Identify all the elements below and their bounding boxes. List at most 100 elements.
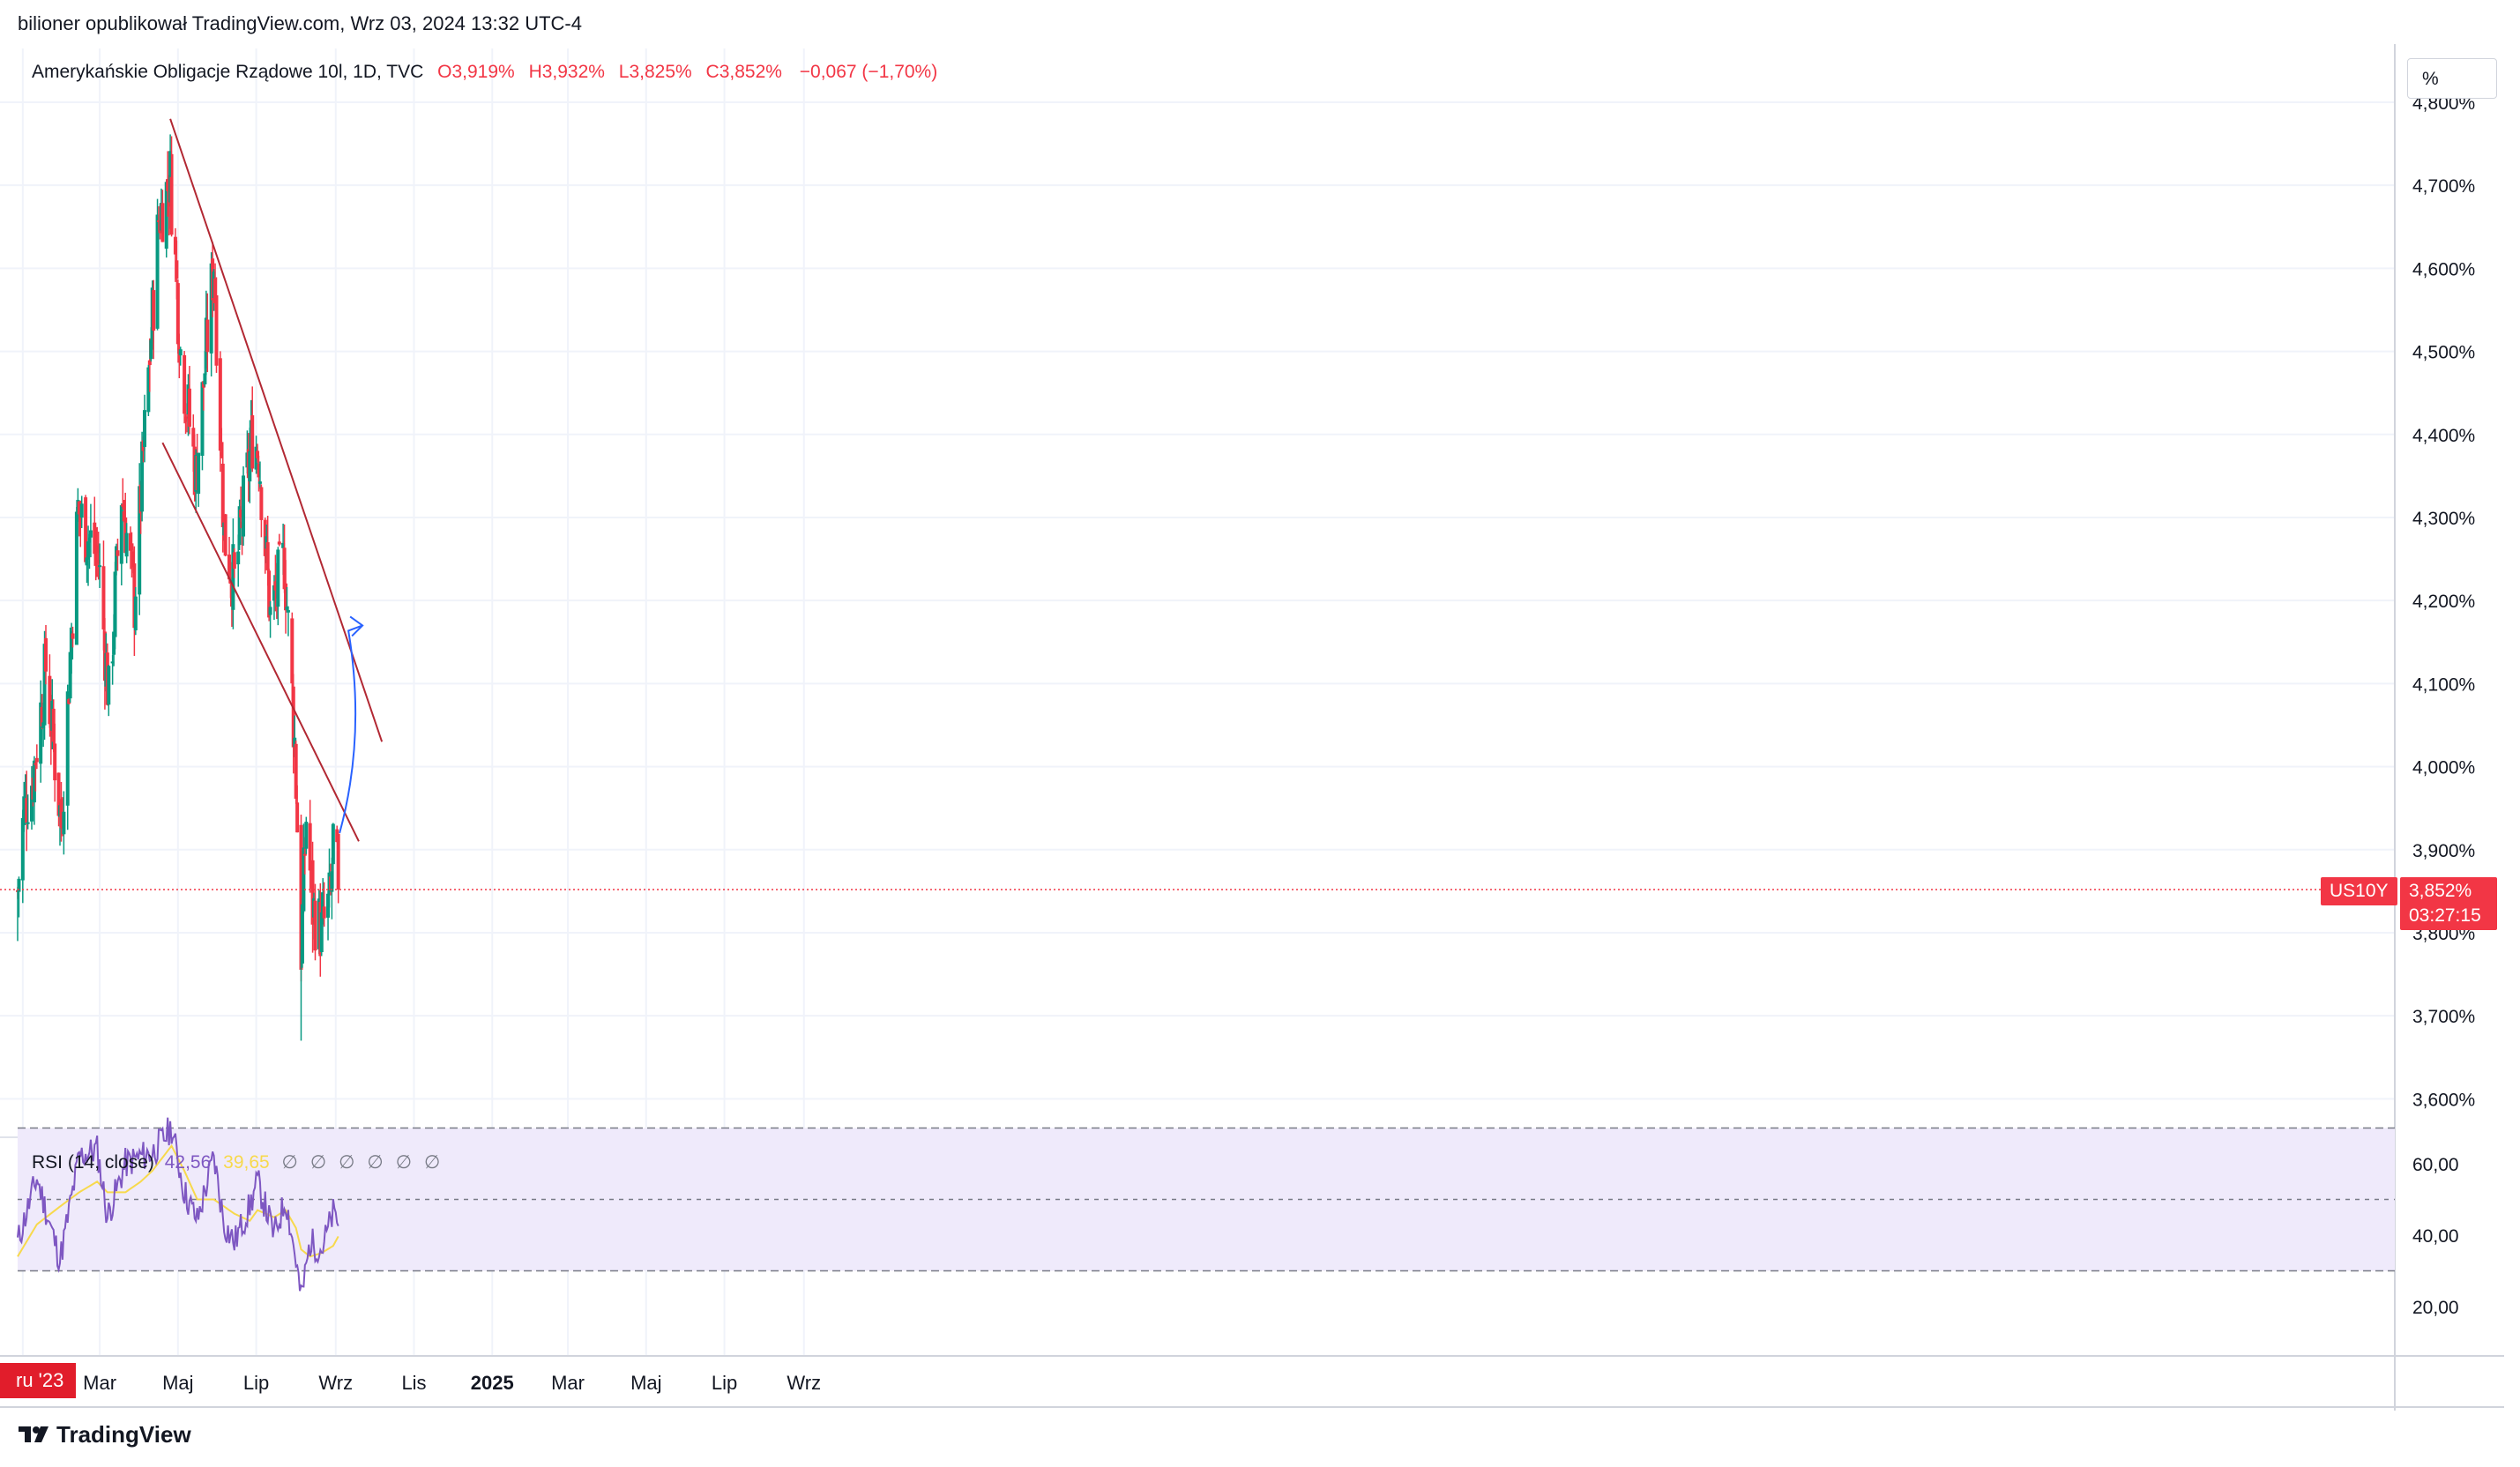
- candle: [295, 785, 300, 833]
- candle-body: [276, 549, 280, 607]
- candle: [277, 533, 281, 547]
- candle: [276, 547, 280, 626]
- legend-open: O3,919%: [437, 62, 515, 82]
- candle: [98, 543, 102, 588]
- candle: [85, 556, 89, 584]
- candle-body: [152, 290, 156, 331]
- candle-body: [70, 630, 74, 660]
- candle-body: [220, 463, 225, 528]
- candle-body: [277, 541, 281, 545]
- candle: [56, 772, 61, 827]
- candle-body: [183, 416, 188, 422]
- projection-arrowhead: [349, 615, 364, 637]
- candle-body: [85, 557, 89, 566]
- candle-body: [232, 552, 236, 570]
- candle-body: [88, 530, 93, 538]
- time-tick-label: Wrz: [787, 1372, 821, 1394]
- candle: [257, 455, 261, 492]
- price-tick-label: 4,500%: [2412, 343, 2475, 363]
- rsi-pane: [17, 1117, 2395, 1292]
- candle-body: [257, 481, 262, 484]
- candle-body: [167, 199, 171, 207]
- candle-body: [98, 565, 102, 568]
- candle-body: [17, 878, 21, 892]
- candle: [84, 495, 88, 564]
- range-start-tag: ru '23: [0, 1363, 77, 1398]
- candle-body: [336, 833, 340, 890]
- candle-body: [30, 786, 34, 822]
- candle-body: [284, 583, 288, 611]
- candle-body: [147, 360, 152, 366]
- candle-body: [133, 596, 138, 630]
- candle-body: [281, 542, 286, 548]
- candle: [223, 513, 227, 557]
- candle-body: [214, 294, 219, 366]
- candle: [116, 538, 120, 571]
- last-price-value: 3,852%: [2409, 881, 2472, 901]
- tradingview-brand[interactable]: TradingView: [18, 1421, 191, 1448]
- drawings-layer: [161, 118, 384, 842]
- candle: [143, 394, 147, 463]
- candle-body: [326, 893, 331, 918]
- candle-body: [175, 283, 180, 345]
- candle: [51, 699, 56, 753]
- candle-body: [39, 702, 43, 764]
- percent-unit-button[interactable]: %: [2407, 58, 2497, 99]
- candle-body: [149, 339, 153, 360]
- candle: [232, 548, 236, 578]
- candle-body: [96, 560, 101, 564]
- candle-body: [282, 547, 287, 590]
- candle-body: [218, 358, 222, 451]
- candle-body: [299, 824, 303, 970]
- candle-body: [237, 506, 242, 546]
- candle-body: [59, 799, 63, 829]
- candle-body: [130, 551, 135, 568]
- candle: [256, 443, 260, 464]
- price-tick-label: 4,000%: [2412, 758, 2475, 778]
- candle-body: [65, 691, 70, 806]
- candle-body: [310, 860, 315, 925]
- candle-body: [113, 571, 117, 637]
- candle-body: [291, 686, 295, 748]
- symbol-legend[interactable]: Amerykańskie Obligacje Rządowe 10l, 1D, …: [32, 62, 937, 83]
- candle: [237, 499, 242, 550]
- candle-body: [268, 607, 272, 615]
- symbol-price-tag: US10Y: [2321, 877, 2397, 905]
- candle-body: [160, 203, 165, 242]
- projection-arrow: [339, 624, 363, 834]
- candle: [294, 740, 298, 804]
- price-tick-label: 4,100%: [2412, 674, 2475, 695]
- candle-body: [330, 871, 334, 892]
- candle-body: [122, 510, 126, 522]
- candle: [59, 781, 63, 842]
- upper-trendline: [169, 118, 384, 742]
- candle: [133, 587, 138, 636]
- candle-body: [115, 546, 119, 571]
- candle-body: [223, 514, 227, 556]
- candle-body: [25, 798, 29, 823]
- candle-body: [101, 566, 106, 629]
- candle-body: [272, 585, 276, 601]
- price-tick-label: 3,600%: [2412, 1090, 2475, 1110]
- legend-low: L3,825%: [618, 62, 692, 82]
- candle-body: [308, 823, 312, 871]
- candle-body: [200, 382, 205, 456]
- candle-body: [121, 504, 125, 507]
- candle: [336, 833, 340, 904]
- candle: [164, 179, 168, 258]
- candle-body: [220, 452, 224, 456]
- candle-body: [294, 743, 298, 799]
- legend-close: C3,852%: [705, 62, 782, 82]
- candle-body: [77, 501, 81, 515]
- price-tick-label: 4,200%: [2412, 592, 2475, 612]
- price-tick-label: 3,700%: [2412, 1007, 2475, 1027]
- candle-body: [187, 388, 191, 427]
- candle: [310, 841, 315, 953]
- candle-body: [22, 796, 26, 825]
- candle-body: [267, 570, 272, 618]
- candle: [169, 136, 174, 237]
- legend-change: −0,067 (−1,70%): [799, 62, 938, 82]
- candle-body: [248, 451, 252, 482]
- rsi-legend[interactable]: RSI (14, close) 42,56 39,65 ∅∅∅∅∅∅: [32, 1151, 452, 1173]
